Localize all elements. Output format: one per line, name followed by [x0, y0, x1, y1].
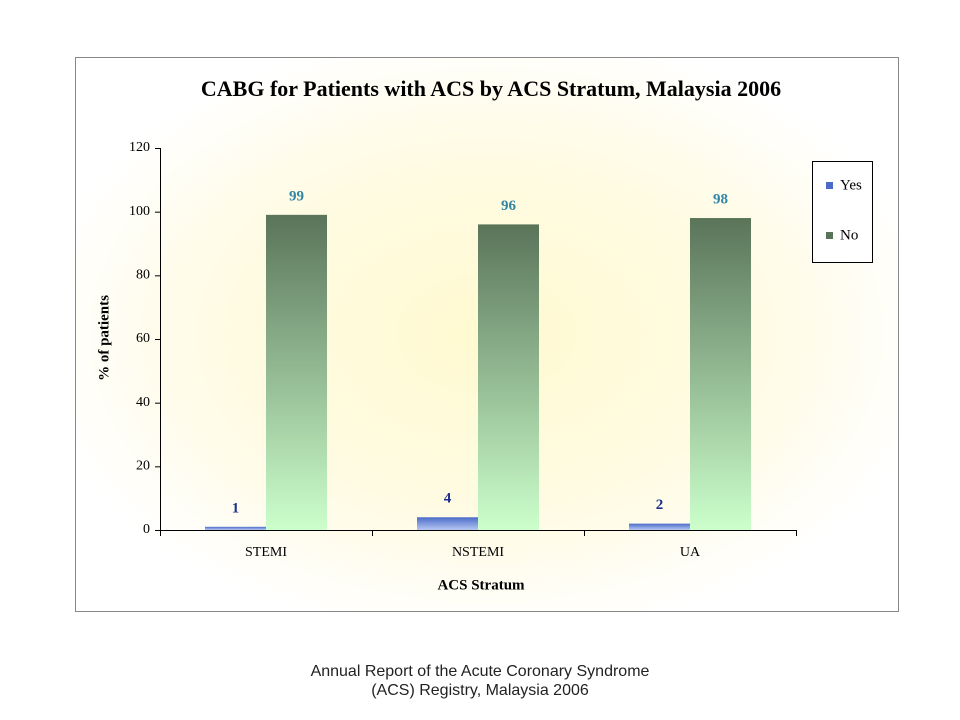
x-tick-label: UA — [680, 545, 701, 560]
bar — [629, 523, 690, 530]
y-tick-label: 0 — [143, 522, 150, 537]
caption: Annual Report of the Acute Coronary Synd… — [310, 663, 650, 699]
chart-title: CABG for Patients with ACS by ACS Stratu… — [201, 76, 781, 101]
x-tick-label: NSTEMI — [452, 545, 504, 560]
value-label: 1 — [232, 500, 240, 516]
legend-swatch — [826, 182, 833, 189]
y-tick-label: 120 — [129, 140, 150, 155]
bar — [690, 218, 751, 531]
y-tick-label: 60 — [136, 331, 150, 346]
y-tick-label: 80 — [136, 268, 150, 283]
value-label: 98 — [713, 191, 728, 207]
legend-label: No — [840, 227, 858, 243]
bar — [266, 214, 327, 530]
legend-swatch — [826, 232, 833, 239]
legend-box — [812, 161, 873, 263]
x-tick-label: STEMI — [245, 545, 287, 560]
y-tick-label: 20 — [136, 459, 150, 474]
value-label: 4 — [444, 491, 452, 507]
value-label: 99 — [289, 188, 304, 204]
bar — [478, 224, 539, 530]
y-tick-label: 40 — [136, 395, 150, 410]
y-tick-label: 100 — [129, 204, 150, 219]
bar — [205, 526, 266, 530]
y-axis-label: % of patients — [96, 295, 112, 381]
value-label: 96 — [501, 198, 517, 214]
value-label: 2 — [656, 497, 664, 513]
x-axis-label: ACS Stratum — [437, 577, 525, 593]
bar — [417, 517, 478, 530]
legend-label: Yes — [840, 177, 862, 193]
